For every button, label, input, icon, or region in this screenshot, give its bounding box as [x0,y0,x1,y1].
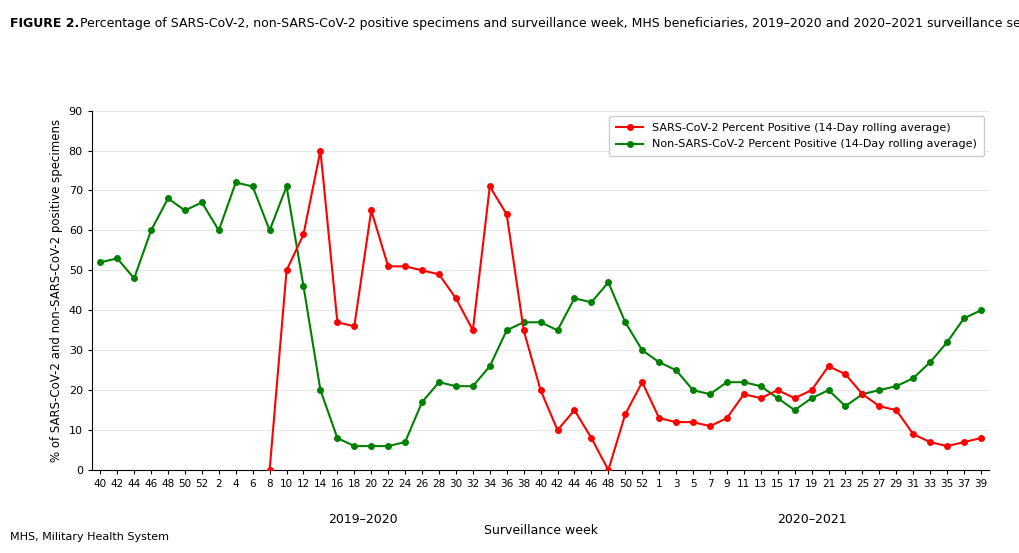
SARS-CoV-2 Percent Positive (14-Day rolling average) [568,407,580,414]
SARS-CoV-2 Percent Positive (14-Day rolling average) [619,411,631,418]
SARS-CoV-2 Percent Positive (14-Day rolling average) [940,443,952,450]
Text: 2020–2021: 2020–2021 [776,513,846,525]
Non-SARS-CoV-2 Percent Positive (14-Day rolling average) [636,347,648,353]
SARS-CoV-2 Percent Positive (14-Day rolling average) [483,183,495,190]
SARS-CoV-2 Percent Positive (14-Day rolling average) [855,391,867,398]
SARS-CoV-2 Percent Positive (14-Day rolling average) [703,423,715,430]
SARS-CoV-2 Percent Positive (14-Day rolling average) [754,395,766,401]
Non-SARS-CoV-2 Percent Positive (14-Day rolling average) [229,179,242,186]
SARS-CoV-2 Percent Positive (14-Day rolling average) [467,327,479,333]
SARS-CoV-2 Percent Positive (14-Day rolling average) [770,387,783,394]
SARS-CoV-2 Percent Positive (14-Day rolling average) [686,419,698,425]
Non-SARS-CoV-2 Percent Positive (14-Day rolling average) [805,395,817,401]
SARS-CoV-2 Percent Positive (14-Day rolling average) [347,323,360,330]
SARS-CoV-2 Percent Positive (14-Day rolling average) [805,387,817,394]
SARS-CoV-2 Percent Positive (14-Day rolling average) [398,263,411,270]
SARS-CoV-2 Percent Positive (14-Day rolling average) [788,395,800,401]
SARS-CoV-2 Percent Positive (14-Day rolling average) [416,267,428,274]
Non-SARS-CoV-2 Percent Positive (14-Day rolling average) [703,391,715,398]
SARS-CoV-2 Percent Positive (14-Day rolling average) [280,267,292,274]
Text: FIGURE 2.: FIGURE 2. [10,17,79,30]
SARS-CoV-2 Percent Positive (14-Day rolling average) [720,415,733,421]
SARS-CoV-2 Percent Positive (14-Day rolling average) [500,211,513,218]
SARS-CoV-2 Percent Positive (14-Day rolling average) [890,407,902,414]
Y-axis label: % of SARS-CoV-2 and non-SARS-CoV-2 positive specimens: % of SARS-CoV-2 and non-SARS-CoV-2 posit… [50,119,63,462]
SARS-CoV-2 Percent Positive (14-Day rolling average) [839,371,851,378]
SARS-CoV-2 Percent Positive (14-Day rolling average) [382,263,394,270]
SARS-CoV-2 Percent Positive (14-Day rolling average) [517,327,529,333]
SARS-CoV-2 Percent Positive (14-Day rolling average) [534,387,546,394]
SARS-CoV-2 Percent Positive (14-Day rolling average) [974,435,986,441]
SARS-CoV-2 Percent Positive (14-Day rolling average) [449,295,462,301]
SARS-CoV-2 Percent Positive (14-Day rolling average) [298,231,310,238]
SARS-CoV-2 Percent Positive (14-Day rolling average) [652,415,664,421]
Text: 2019–2020: 2019–2020 [328,513,397,525]
SARS-CoV-2 Percent Positive (14-Day rolling average) [314,147,326,154]
SARS-CoV-2 Percent Positive (14-Day rolling average) [432,271,444,278]
Non-SARS-CoV-2 Percent Positive (14-Day rolling average) [686,387,698,394]
SARS-CoV-2 Percent Positive (14-Day rolling average) [906,431,918,437]
SARS-CoV-2 Percent Positive (14-Day rolling average) [636,379,648,385]
Non-SARS-CoV-2 Percent Positive (14-Day rolling average) [94,259,106,265]
SARS-CoV-2 Percent Positive (14-Day rolling average) [551,427,564,434]
Line: Non-SARS-CoV-2 Percent Positive (14-Day rolling average): Non-SARS-CoV-2 Percent Positive (14-Day … [98,180,982,449]
SARS-CoV-2 Percent Positive (14-Day rolling average) [331,319,343,326]
Text: Percentage of SARS-CoV-2, non-SARS-CoV-2 positive specimens and surveillance wee: Percentage of SARS-CoV-2, non-SARS-CoV-2… [76,17,1019,30]
SARS-CoV-2 Percent Positive (14-Day rolling average) [872,403,884,409]
SARS-CoV-2 Percent Positive (14-Day rolling average) [601,467,613,473]
Legend: SARS-CoV-2 Percent Positive (14-Day rolling average), Non-SARS-CoV-2 Percent Pos: SARS-CoV-2 Percent Positive (14-Day roll… [608,116,983,156]
Non-SARS-CoV-2 Percent Positive (14-Day rolling average) [974,307,986,314]
SARS-CoV-2 Percent Positive (14-Day rolling average) [821,363,834,369]
SARS-CoV-2 Percent Positive (14-Day rolling average) [585,435,597,441]
X-axis label: Surveillance week: Surveillance week [483,524,597,537]
SARS-CoV-2 Percent Positive (14-Day rolling average) [263,467,275,473]
Text: MHS, Military Health System: MHS, Military Health System [10,532,169,542]
Non-SARS-CoV-2 Percent Positive (14-Day rolling average) [347,443,360,450]
SARS-CoV-2 Percent Positive (14-Day rolling average) [669,419,682,425]
Non-SARS-CoV-2 Percent Positive (14-Day rolling average) [365,443,377,450]
Non-SARS-CoV-2 Percent Positive (14-Day rolling average) [652,359,664,366]
SARS-CoV-2 Percent Positive (14-Day rolling average) [365,207,377,214]
SARS-CoV-2 Percent Positive (14-Day rolling average) [923,439,935,445]
SARS-CoV-2 Percent Positive (14-Day rolling average) [737,391,749,398]
SARS-CoV-2 Percent Positive (14-Day rolling average) [957,439,969,445]
Line: SARS-CoV-2 Percent Positive (14-Day rolling average): SARS-CoV-2 Percent Positive (14-Day roll… [267,148,982,473]
